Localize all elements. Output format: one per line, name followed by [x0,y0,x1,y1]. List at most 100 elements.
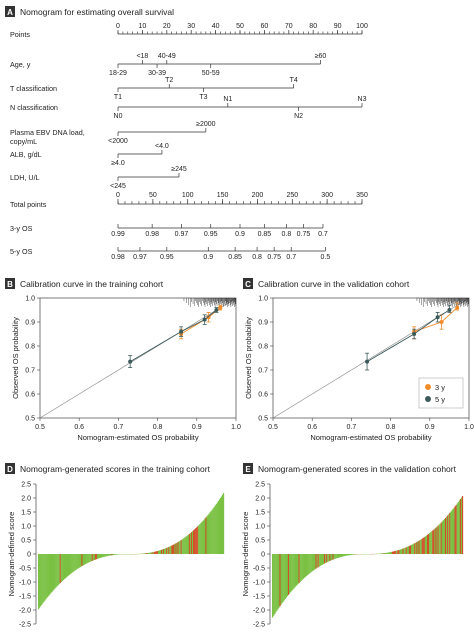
score-bar [426,534,429,554]
score-bar [147,552,149,554]
tick-label-total: 150 [217,192,229,199]
score-bar [436,526,438,554]
score-bar [309,554,311,574]
y-tick-label: -1.5 [19,594,31,601]
data-point [447,308,452,312]
score-bar [314,554,316,570]
y-tick-label: -2.5 [19,622,31,629]
score-bar [313,554,315,571]
score-bar [221,494,224,554]
score-bar [439,523,441,554]
x-tick-label: 0.6 [307,424,317,431]
score-bar [421,538,423,554]
score-bar [153,551,155,554]
y-tick-label: 0.8 [25,344,35,351]
score-bar [203,519,205,554]
score-bar [396,550,398,554]
score-bar [58,554,60,585]
tick-label-n: N3 [358,96,367,103]
tick-label-os3: 0.97 [175,231,189,238]
score-bar [401,548,403,554]
tick-label-os3: 0.99 [111,231,125,238]
tick-label-os3: 0.85 [258,231,272,238]
score-bar [292,554,294,590]
x-tick-label: 0.8 [386,424,396,431]
data-point [365,359,370,364]
score-bar [399,549,401,554]
score-bar [299,554,301,582]
score-bar [177,542,179,554]
tick-label-age: <18 [136,53,148,60]
score-bar [88,554,90,563]
score-bar [75,554,77,571]
score-bar [383,553,385,554]
score-bar [205,517,207,554]
y-axis-label: Observed OS probability [244,317,253,399]
score-bar [181,539,183,554]
score-bar [182,538,184,554]
score-bar [85,554,87,564]
score-bar [93,554,95,561]
score-bar [346,554,348,556]
score-bar [208,513,210,554]
score-bar [204,518,206,554]
score-bar [89,554,91,562]
score-bar [277,554,279,610]
score-bar [92,554,94,561]
score-bar [219,497,222,554]
x-tick-label: 0.9 [425,424,435,431]
score-bar [333,554,335,560]
score-bar [290,554,292,593]
score-bar [163,549,165,554]
score-bar [200,523,202,554]
score-bar [98,554,101,559]
score-bar [71,554,73,574]
score-bar [103,554,105,557]
score-bar [109,554,111,556]
score-bar [459,499,462,554]
score-bar [90,554,92,562]
score-bar [211,509,213,554]
row-label-ebv: Plasma EBV DNA load, [10,128,85,137]
tick-label-os5: 0.85 [228,254,242,261]
series-line-1 [366,309,450,362]
reference-diagonal [39,297,237,419]
score-bar [295,554,297,587]
score-bar [276,554,278,611]
score-bar [296,554,298,586]
y-tick-label: 0 [261,552,265,559]
score-bar [406,546,408,554]
panel-c-title: Calibration curve in the validation coho… [258,279,410,289]
score-bar [57,554,59,586]
score-bar [170,545,172,554]
score-bar [302,554,304,579]
score-bar [164,548,166,554]
tick-label-ldh: ≥245 [171,166,187,173]
tick-label-total: 100 [182,192,194,199]
tick-label-points: 20 [163,23,171,30]
score-bar [78,554,80,568]
panel-d-header: D Nomogram-generated scores in the train… [5,463,211,474]
data-point [218,305,223,310]
y-tick-label: 0.5 [25,416,35,423]
score-bar [52,554,54,591]
x-tick-label: 1.0 [464,424,474,431]
score-bar [202,520,204,554]
score-bar [179,540,181,554]
score-bar [294,554,296,588]
score-bar [175,543,177,554]
tick-label-t: T2 [165,77,173,84]
x-tick-label: 0.8 [153,424,163,431]
score-bar [440,522,442,554]
score-chart-validation: 2.5 2.0 1.5 1.0 0.5 0 -0.5 -1.0 -1.5 -2.0 -2.5 Nomo… [241,482,464,629]
tick-label-total: 0 [116,192,120,199]
score-bar [420,539,422,554]
score-bar [206,516,208,554]
score-bar [430,532,432,554]
tick-label-points: 60 [261,23,269,30]
score-bar [285,554,287,598]
score-bar [189,532,192,554]
score-bar [337,554,339,558]
score-bar [392,551,395,554]
score-bar [210,510,212,554]
